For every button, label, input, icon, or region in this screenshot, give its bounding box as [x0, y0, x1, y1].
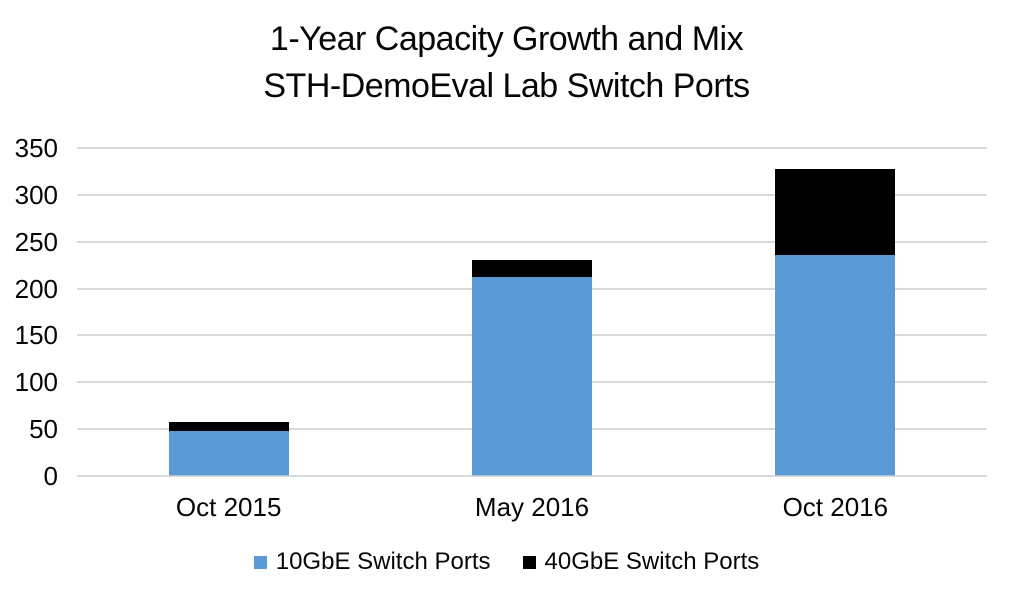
chart-title: 1-Year Capacity Growth and Mix STH-DemoE…: [0, 16, 1013, 110]
gridline-250: [77, 240, 987, 243]
y-axis-tick-label: 0: [43, 461, 58, 491]
x-axis-category-label: Oct 2015: [175, 492, 282, 522]
legend-label: 10GbE Switch Ports: [275, 548, 491, 575]
legend-swatch-40gbe-switch-ports: [522, 555, 536, 569]
bar-segment-oct-2016-10gbe-switch-ports: [775, 254, 896, 476]
x-axis-category-label: May 2016: [474, 492, 590, 522]
y-axis-tick-label: 350: [14, 133, 58, 163]
x-axis-baseline: [77, 475, 987, 477]
legend-swatch-10gbe-switch-ports: [253, 555, 267, 569]
bar-segment-oct-2015-40gbe-switch-ports: [168, 421, 289, 431]
y-axis-tick-label: 150: [14, 320, 58, 351]
legend: 10GbE Switch Ports 40GbE Switch Ports: [0, 547, 1013, 577]
x-axis-category-label: Oct 2016: [782, 492, 889, 522]
chart-title-line1: 1-Year Capacity Growth and Mix: [269, 20, 744, 58]
bar-segment-may-2016-40gbe-switch-ports: [472, 260, 592, 278]
y-axis-tick-label: 100: [14, 367, 58, 398]
gridline-300: [77, 193, 987, 196]
legend-item-40gbe-switch-ports: 40GbE Switch Ports: [522, 548, 760, 576]
y-axis-tick-label: 300: [14, 179, 58, 210]
legend-item-10gbe-switch-ports: 10GbE Switch Ports: [253, 548, 491, 576]
y-axis-tick-label: 250: [14, 226, 58, 257]
gridline-350: [77, 147, 987, 149]
bar-segment-may-2016-10gbe-switch-ports: [472, 277, 592, 476]
y-axis-tick-label: 200: [14, 273, 58, 304]
chart-title-line2: STH-DemoEval Lab Switch Ports: [263, 67, 750, 105]
bar-segment-oct-2016-40gbe-switch-ports: [775, 168, 896, 255]
legend-label: 40GbE Switch Ports: [544, 548, 760, 575]
bar-segment-oct-2015-10gbe-switch-ports: [168, 431, 289, 476]
y-axis-tick-label: 50: [29, 414, 58, 445]
